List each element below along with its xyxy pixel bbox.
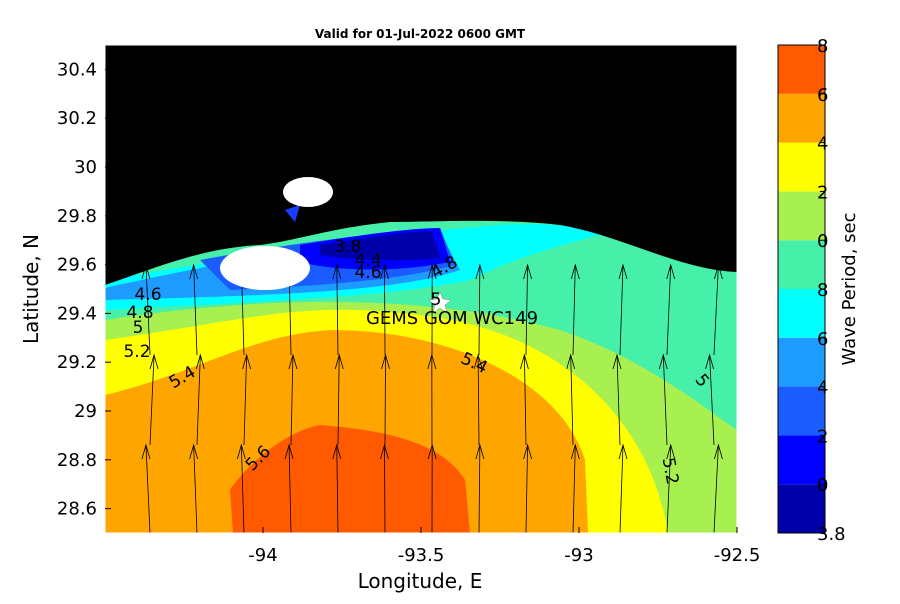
y-tick-label: 28.8 [57,450,97,471]
title: Valid for 01-Jul-2022 0600 GMT [315,27,526,41]
x-tick-label: -94 [248,545,277,566]
colorbar-tick-label: 8 [817,280,828,301]
colorbar-tick-label: 6 [817,329,828,350]
colorbar-tick-label: 0 [817,231,828,252]
x-tick-label: -93 [564,545,593,566]
colorbar-tick-label: 0 [817,475,828,496]
contour-label: 5 [431,290,442,310]
y-tick-label: 29.8 [57,206,97,227]
x-tick-label: -93.5 [398,545,445,566]
arrow-shaft [384,445,385,533]
colorbar-label: Wave Period, sec [839,212,860,365]
y-tick-label: 29.4 [57,303,97,324]
contour-label: 4.6 [134,285,161,305]
contour-label: 5 [133,318,144,338]
x-tick-label: -92.5 [714,545,761,566]
y-axis-label: Latitude, N [19,234,43,344]
y-tick-label: 29.2 [57,352,97,373]
colorbar-tick-label: 3.8 [817,524,846,545]
y-tick-label: 30 [74,157,97,178]
y-tick-label: 28.6 [57,499,97,520]
colorbar-tick-label: 2 [817,182,828,203]
contour-label: 5.2 [123,342,150,362]
colorbar-tick-label: 4 [817,134,828,155]
y-tick-label: 29.6 [57,255,97,276]
contour-label: 4.6 [354,263,381,283]
colorbar-tick-label: 8 [817,36,828,57]
y-tick-label: 30.2 [57,108,97,129]
island [220,246,310,290]
y-tick-label: 29 [74,401,97,422]
colorbar-tick-label: 4 [817,378,828,399]
colorbar-tick-label: 6 [817,85,828,106]
station-label: GEMS GOM WC149 [366,308,538,329]
island [283,177,333,207]
arrow-shaft [385,355,386,445]
x-axis-label: Longitude, E [358,569,483,593]
map-area [105,45,737,533]
y-tick-label: 30.4 [57,59,97,80]
colorbar-tick-label: 2 [817,426,828,447]
